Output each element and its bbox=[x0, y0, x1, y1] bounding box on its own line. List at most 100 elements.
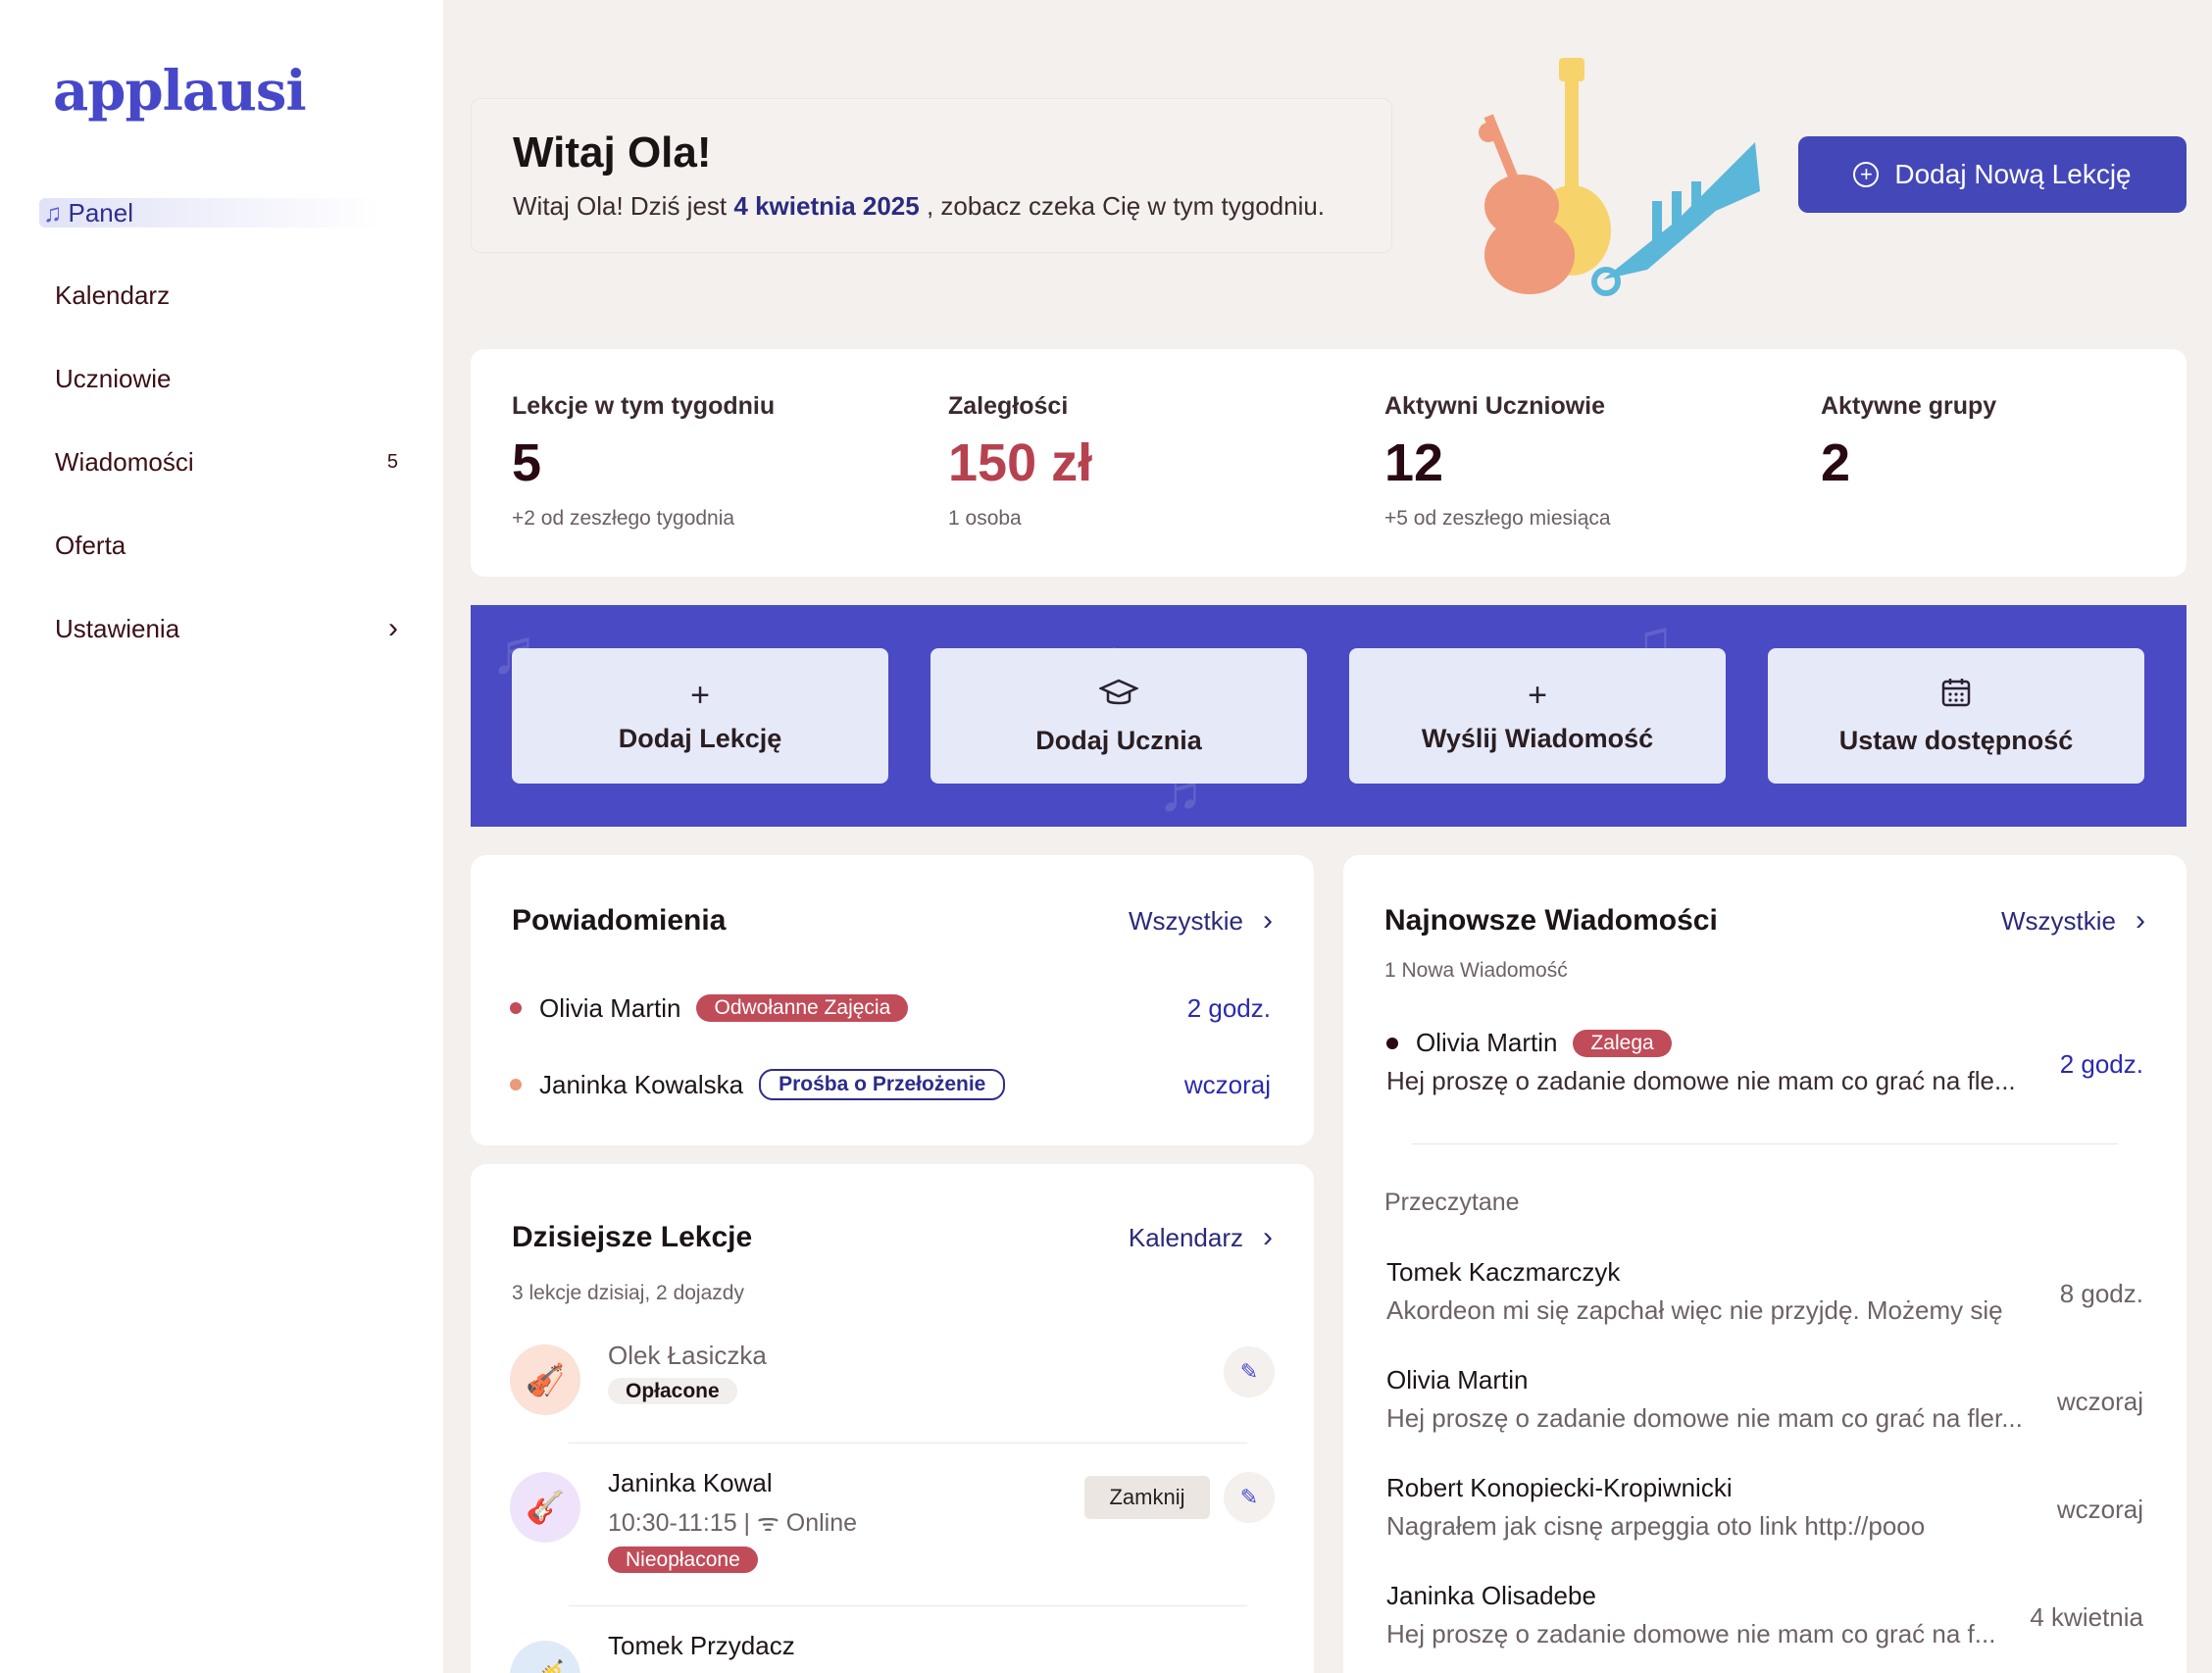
lesson-item[interactable]: 🎺 Tomek Przydacz bbox=[510, 1631, 1275, 1673]
chevron-right-icon: › bbox=[2136, 904, 2145, 937]
message-item[interactable]: Tomek Kaczmarczyk Akordeon mi się zapcha… bbox=[1386, 1257, 2143, 1326]
violin-icon: 🎻 bbox=[510, 1344, 580, 1415]
sidebar: applausi ♫ Panel Kalendarz Uczniowie Wia… bbox=[0, 0, 443, 1673]
notification-name: Janinka Kowalska bbox=[539, 1069, 744, 1099]
notifications-all-link[interactable]: Wszystkie › bbox=[1129, 904, 1273, 937]
notification-row[interactable]: Olivia Martin Odwołanne Zajęcia 2 godz. bbox=[510, 989, 1271, 1028]
stat-sub: +5 od zeszłego miesiąca bbox=[1384, 507, 1611, 530]
add-new-lesson-label: Dodaj Nową Lekcję bbox=[1894, 159, 2132, 189]
notifications-title: Powiadomienia bbox=[512, 904, 727, 937]
stat-lessons-week: Lekcje w tym tygodniu 5 +2 od zeszłego t… bbox=[512, 392, 775, 531]
payment-status-badge: Opłacone bbox=[608, 1378, 737, 1404]
add-new-lesson-button[interactable]: + Dodaj Nową Lekcję bbox=[1798, 136, 2187, 213]
quick-actions-band: ♬ ♪ ♫ ♩ ♬ + Dodaj Lekcję Dodaj Ucznia + … bbox=[471, 605, 2187, 827]
unread-dot bbox=[1386, 1037, 1398, 1049]
status-dot bbox=[510, 1079, 522, 1090]
chevron-right-icon: › bbox=[1263, 904, 1273, 937]
graduation-cap-icon bbox=[1097, 677, 1140, 714]
welcome-title: Witaj Ola! bbox=[513, 128, 712, 177]
sidebar-item-label: Wiadomości bbox=[55, 446, 194, 477]
sidebar-item-ustawienia[interactable]: Ustawienia › bbox=[55, 599, 398, 658]
stat-arrears: Zaległości 150 zł 1 osoba bbox=[948, 392, 1092, 531]
quick-action-label: Ustaw dostępność bbox=[1838, 725, 2074, 755]
sidebar-item-label: Panel bbox=[68, 197, 134, 228]
plus-icon: + bbox=[1528, 676, 1547, 714]
set-availability-button[interactable]: Ustaw dostępność bbox=[1768, 648, 2144, 784]
message-time: wczoraj bbox=[2056, 1387, 2143, 1416]
notifications-card: Powiadomienia Wszystkie › Olivia Martin O… bbox=[471, 855, 1314, 1145]
close-lesson-button[interactable]: Zamknij bbox=[1084, 1476, 1210, 1519]
student-name: Janinka Kowal bbox=[608, 1468, 773, 1497]
pencil-icon: ✎ bbox=[1239, 1485, 1259, 1509]
notification-row[interactable]: Janinka Kowalska Prośba o Przełożenie wc… bbox=[510, 1065, 1271, 1104]
sidebar-item-uczniowie[interactable]: Uczniowie bbox=[55, 349, 398, 408]
message-preview: Nagrałem jak cisnę arpeggia oto link htt… bbox=[1386, 1511, 1926, 1541]
logo-text: applausi bbox=[53, 59, 307, 124]
message-sender: Olivia Martin bbox=[1386, 1365, 1529, 1394]
message-item-new[interactable]: Olivia Martin Zalega Hej proszę o zadani… bbox=[1386, 1028, 2143, 1096]
messages-all-link[interactable]: Wszystkie › bbox=[2001, 904, 2145, 937]
music-note-icon: ♫ bbox=[43, 197, 63, 228]
stat-label: Aktywne grupy bbox=[1821, 392, 1997, 420]
notification-tag: Prośba o Przełożenie bbox=[759, 1069, 1006, 1100]
message-sender: Janinka Olisadebe bbox=[1386, 1581, 1596, 1610]
student-name: Olek Łasiczka bbox=[608, 1341, 767, 1370]
read-section-label: Przeczytane bbox=[1384, 1189, 1520, 1216]
app-logo[interactable]: applausi bbox=[53, 59, 307, 124]
latest-messages-card: Najnowsze Wiadomości Wszystkie › 1 Nowa W… bbox=[1343, 855, 2187, 1673]
sidebar-item-label: Kalendarz bbox=[55, 279, 171, 310]
plus-icon: + bbox=[690, 676, 710, 714]
payment-status-badge: Nieopłacone bbox=[608, 1546, 758, 1573]
lessons-title: Dzisiejsze Lekcje bbox=[512, 1221, 753, 1253]
sidebar-item-oferta[interactable]: Oferta bbox=[55, 516, 398, 575]
sidebar-item-panel[interactable]: ♫ Panel bbox=[39, 198, 382, 228]
quick-action-label: Dodaj Lekcję bbox=[618, 723, 782, 753]
lesson-item[interactable]: 🎻 Olek Łasiczka Opłacone ✎ bbox=[510, 1341, 1275, 1468]
add-student-button[interactable]: Dodaj Ucznia bbox=[930, 648, 1307, 784]
stats-card: Lekcje w tym tygodniu 5 +2 od zeszłego t… bbox=[471, 349, 2187, 577]
lesson-item[interactable]: 🎸 Janinka Kowal 10:30-11:15 | ᯤ Online N… bbox=[510, 1468, 1275, 1615]
stat-active-students: Aktywni Uczniowie 12 +5 od zeszłego mies… bbox=[1384, 392, 1611, 531]
calendar-icon bbox=[1940, 677, 1972, 714]
notification-tag: Odwołanne Zajęcia bbox=[696, 994, 909, 1022]
edit-button[interactable]: ✎ bbox=[1224, 1472, 1275, 1523]
welcome-subtitle: Witaj Ola! Dziś jest 4 kwietnia 2025 , z… bbox=[513, 191, 1326, 221]
sidebar-item-label: Ustawienia bbox=[55, 613, 180, 643]
stat-active-groups: Aktywne grupy 2 bbox=[1821, 392, 1996, 493]
divider bbox=[569, 1443, 1247, 1444]
message-time: wczoraj bbox=[2056, 1495, 2143, 1524]
message-preview: Akordeon mi się zapchał więc nie przyjdę… bbox=[1386, 1295, 2003, 1325]
sidebar-item-wiadomosci[interactable]: Wiadomości 5 bbox=[55, 432, 398, 491]
message-item[interactable]: Robert Konopiecki-Kropiwnicki Nagrałem j… bbox=[1386, 1473, 2143, 1542]
message-item[interactable]: Olivia Martin Hej proszę o zadanie domow… bbox=[1386, 1365, 2143, 1434]
sidebar-item-label: Uczniowie bbox=[55, 363, 172, 393]
add-lesson-button[interactable]: + Dodaj Lekcję bbox=[512, 648, 888, 784]
messages-title: Najnowsze Wiadomości bbox=[1384, 904, 1718, 937]
stat-value: 12 bbox=[1384, 433, 1444, 492]
calendar-link[interactable]: Kalendarz › bbox=[1128, 1221, 1273, 1253]
sidebar-item-label: Oferta bbox=[55, 530, 126, 560]
send-message-button[interactable]: + Wyślij Wiadomość bbox=[1349, 648, 1726, 784]
message-time: 2 godz. bbox=[2059, 1049, 2143, 1079]
lesson-time-location: 10:30-11:15 | ᯤ Online bbox=[608, 1509, 858, 1537]
message-item[interactable]: Janinka Olisadebe Hej proszę o zadanie d… bbox=[1386, 1581, 2143, 1649]
stat-value: 2 bbox=[1821, 433, 1851, 492]
edit-button[interactable]: ✎ bbox=[1224, 1346, 1275, 1397]
notification-time: wczoraj bbox=[1183, 1069, 1271, 1099]
message-sender: Robert Konopiecki-Kropiwnicki bbox=[1386, 1473, 1733, 1502]
divider bbox=[569, 1605, 1247, 1606]
trumpet-icon: 🎺 bbox=[510, 1641, 580, 1673]
stat-value: 5 bbox=[512, 433, 542, 492]
message-preview: Hej proszę o zadanie domowe nie mam co g… bbox=[1386, 1403, 2023, 1433]
message-preview: Hej proszę o zadanie domowe nie mam co g… bbox=[1386, 1619, 1996, 1648]
stat-label: Zaległości bbox=[948, 392, 1069, 420]
notification-time: 2 godz. bbox=[1186, 992, 1271, 1023]
status-dot bbox=[510, 1002, 522, 1014]
unread-count-badge: 5 bbox=[386, 450, 398, 473]
student-name: Tomek Przydacz bbox=[608, 1631, 795, 1660]
todays-lessons-card: Dzisiejsze Lekcje Kalendarz › 3 lekcje dz… bbox=[471, 1164, 1314, 1673]
chevron-right-icon: › bbox=[1263, 1221, 1273, 1253]
guitar-icon: 🎸 bbox=[510, 1472, 580, 1543]
stat-value: 150 zł bbox=[948, 433, 1093, 492]
sidebar-item-kalendarz[interactable]: Kalendarz bbox=[55, 266, 398, 325]
